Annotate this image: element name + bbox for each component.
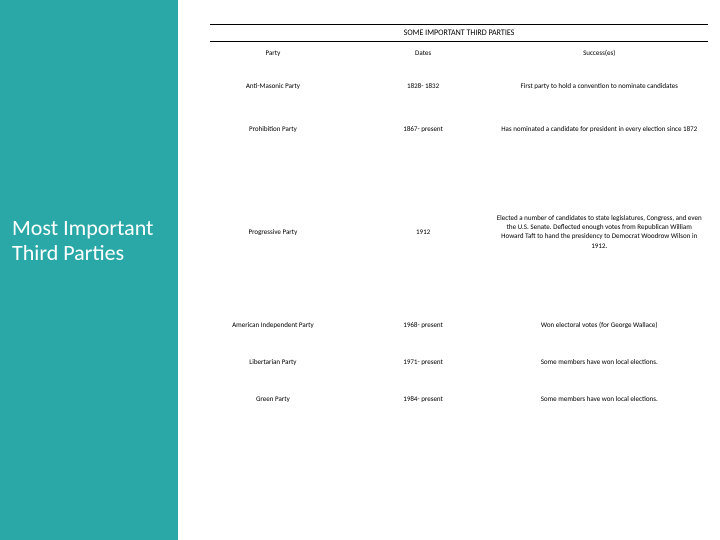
table-row: Prohibition Party 1867- present Has nomi…: [190, 104, 708, 173]
cell-dates: 1912: [356, 173, 491, 289]
cell-party: Libertarian Party: [190, 343, 356, 380]
cell-success: Elected a number of candidates to state …: [490, 173, 708, 289]
table-caption: SOME IMPORTANT THIRD PARTIES: [210, 24, 708, 42]
cell-dates: 1968- present: [356, 290, 491, 343]
header-success: Success(es): [490, 42, 708, 67]
table-row: Libertarian Party 1971- present Some mem…: [190, 343, 708, 380]
table-row: Green Party 1984- present Some members h…: [190, 380, 708, 417]
content-area: SOME IMPORTANT THIRD PARTIES Party Dates…: [178, 0, 720, 540]
cell-party: Prohibition Party: [190, 104, 356, 173]
sidebar: Most Important Third Parties: [0, 0, 178, 540]
third-parties-table: Party Dates Success(es) Anti-Masonic Par…: [190, 42, 708, 417]
cell-dates: 1984- present: [356, 380, 491, 417]
header-dates: Dates: [356, 42, 491, 67]
table-header-row: Party Dates Success(es): [190, 42, 708, 67]
table-row: Progressive Party 1912 Elected a number …: [190, 173, 708, 289]
table-row: Anti-Masonic Party 1828- 1832 First part…: [190, 67, 708, 104]
cell-party: American Independent Party: [190, 290, 356, 343]
cell-success: Has nominated a candidate for president …: [490, 104, 708, 173]
table-row: American Independent Party 1968- present…: [190, 290, 708, 343]
cell-party: Green Party: [190, 380, 356, 417]
header-party: Party: [190, 42, 356, 67]
cell-success: Some members have won local elections.: [490, 380, 708, 417]
cell-party: Progressive Party: [190, 173, 356, 289]
cell-success: Won electoral votes (for George Wallace): [490, 290, 708, 343]
cell-success: Some members have won local elections.: [490, 343, 708, 380]
cell-dates: 1828- 1832: [356, 67, 491, 104]
slide-title: Most Important Third Parties: [12, 215, 166, 266]
cell-dates: 1971- present: [356, 343, 491, 380]
cell-success: First party to hold a convention to nomi…: [490, 67, 708, 104]
cell-dates: 1867- present: [356, 104, 491, 173]
cell-party: Anti-Masonic Party: [190, 67, 356, 104]
